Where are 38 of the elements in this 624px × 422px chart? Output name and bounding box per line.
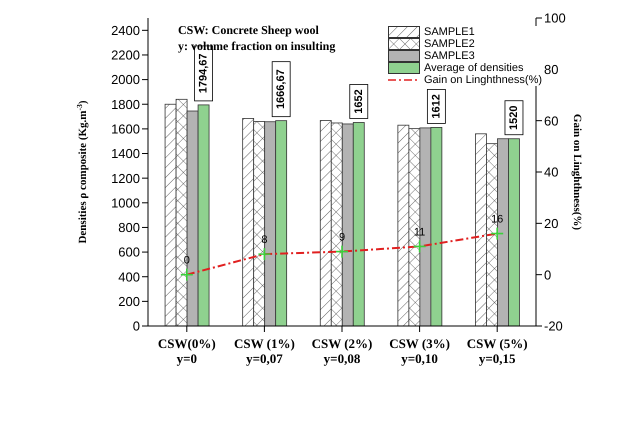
annotation: y: volume fraction on insulting xyxy=(178,39,336,53)
y-tick-label: 2400 xyxy=(111,22,140,38)
y2-tick-label: 20 xyxy=(544,216,558,231)
data-label: 1794,67 xyxy=(198,54,210,94)
x-tick-label: CSW (1%) y=0,07 xyxy=(234,336,295,366)
y2-tick-label: 100 xyxy=(544,10,566,26)
legend-label: SAMPLE1 xyxy=(424,26,475,38)
y-tick-label: 2000 xyxy=(111,72,140,88)
x-tick-label: CSW(0%) y=0 xyxy=(158,336,216,366)
y-tick-label: 0 xyxy=(132,318,140,334)
legend-label: SAMPLE2 xyxy=(424,38,475,50)
data-label: 1612 xyxy=(430,94,442,119)
y-tick-label: 1200 xyxy=(111,170,140,186)
legend-label: Average of densities xyxy=(424,62,524,74)
y2-tick-label: 60 xyxy=(544,113,558,128)
y-tick-label: 800 xyxy=(118,220,140,236)
y-tick-label: 1800 xyxy=(111,96,140,112)
y-tick-label: 1600 xyxy=(111,121,140,136)
y2-axis-title: Gain on Linghthness(%) xyxy=(571,114,583,230)
y-tick-label: 1400 xyxy=(111,146,140,162)
y2-tick-label: -20 xyxy=(544,318,563,334)
y2-tick-label: 0 xyxy=(544,267,552,282)
x-tick-label: CSW (3%) y=0,10 xyxy=(389,336,450,366)
y2-tick-label: 80 xyxy=(544,62,558,77)
x-tick-label: CSW (2%) y=0,08 xyxy=(312,336,372,366)
legend-label: SAMPLE3 xyxy=(424,50,475,62)
data-label: 1666,67 xyxy=(275,69,288,110)
y-tick-label: 600 xyxy=(118,244,140,260)
annotation: CSW: Concrete Sheep wool xyxy=(178,23,320,37)
y-tick-label: 1000 xyxy=(111,195,140,210)
y-tick-label: 200 xyxy=(118,294,140,309)
y-tick-label: 400 xyxy=(118,269,140,284)
data-label: 1520 xyxy=(508,105,520,130)
y2-tick-label: 40 xyxy=(544,164,558,180)
data-label: 1652 xyxy=(352,89,365,114)
x-tick-label: CSW (5%) y=0,15 xyxy=(466,336,528,366)
y-tick-label: 2200 xyxy=(111,48,140,63)
legend-label: Gain on Linghthness(%) xyxy=(424,74,542,86)
